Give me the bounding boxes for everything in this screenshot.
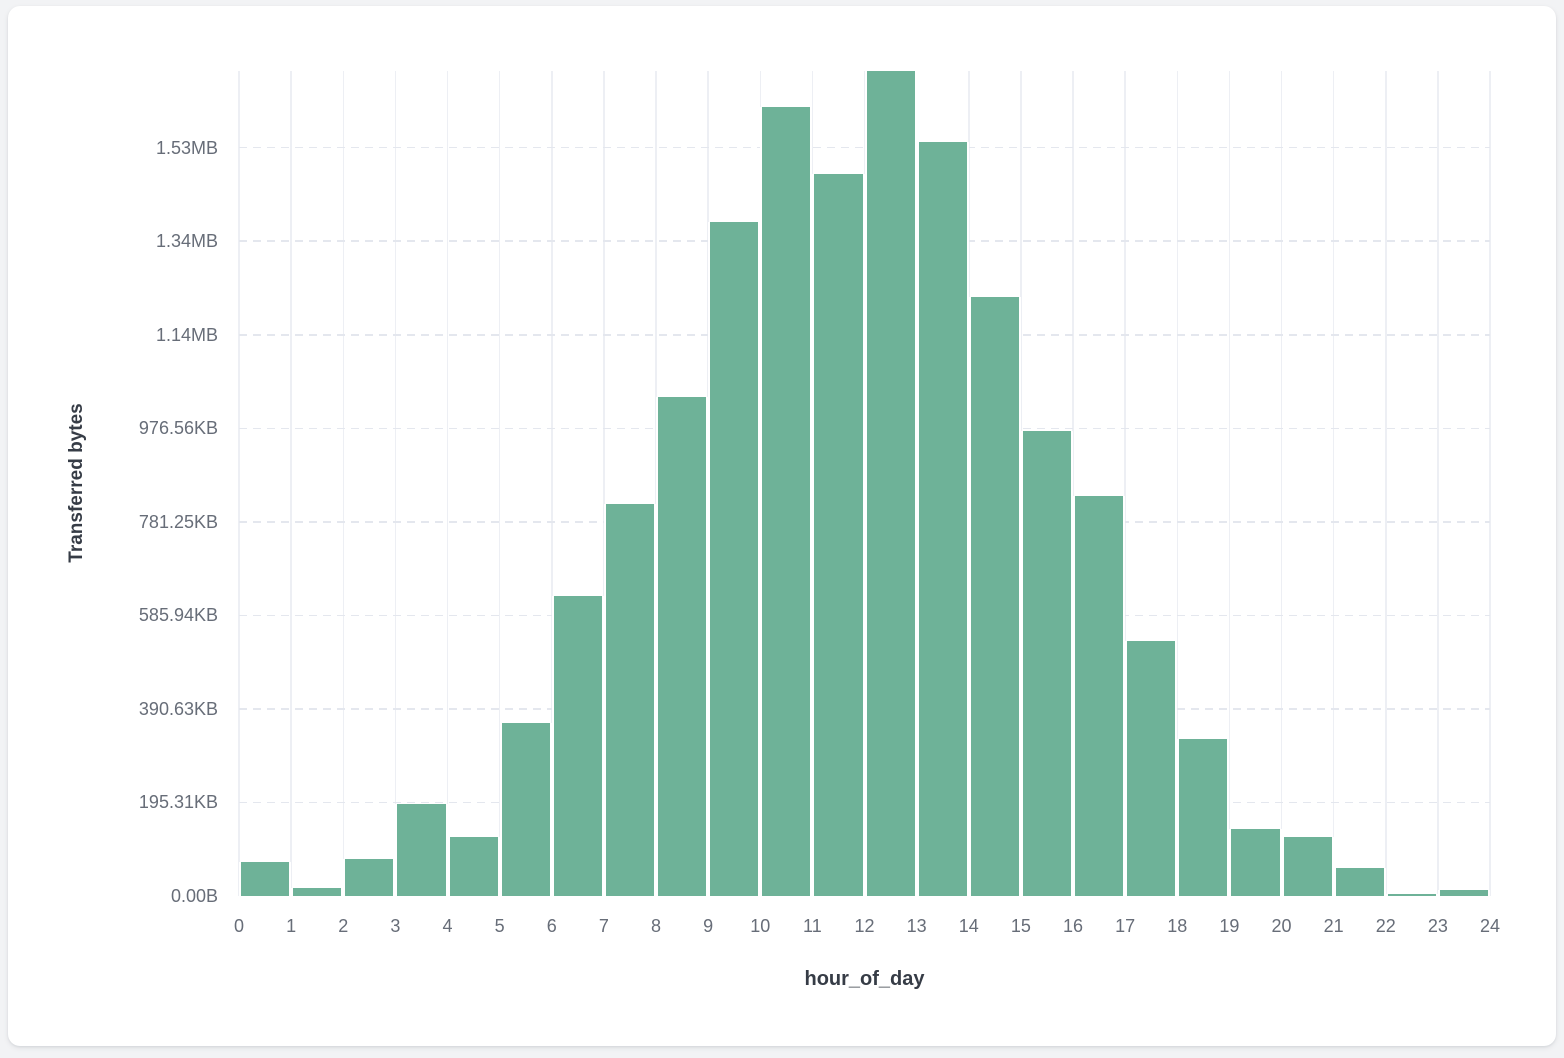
vertical-gridline xyxy=(238,71,240,896)
x-tick-label: 17 xyxy=(1115,916,1136,936)
x-tick-label: 4 xyxy=(442,916,453,936)
vertical-gridline xyxy=(1489,71,1491,896)
vertical-gridline xyxy=(342,71,344,896)
bar-hour-4[interactable] xyxy=(447,837,500,896)
x-tick-label: 21 xyxy=(1323,916,1344,936)
x-tick-label: 13 xyxy=(906,916,927,936)
bar-hour-0[interactable] xyxy=(239,861,292,896)
y-tick-label: 1.14MB xyxy=(155,324,218,345)
vertical-gridline xyxy=(1280,71,1283,896)
x-tick-label: 9 xyxy=(703,916,714,936)
y-tick-label: 1.34MB xyxy=(155,231,218,252)
bar-hour-13[interactable] xyxy=(916,141,969,896)
chart-card: Transferred bytes 0.00B 195.31KB 390.63KB 5… xyxy=(8,6,1556,1046)
bar-hour-16[interactable] xyxy=(1073,495,1126,896)
y-tick-label: 781.25KB xyxy=(138,511,218,532)
vertical-gridline xyxy=(1176,71,1178,896)
y-tick-label: 0.00B xyxy=(170,886,218,906)
x-tick-label: 20 xyxy=(1271,916,1292,936)
bar-hour-2[interactable] xyxy=(343,859,396,896)
bar-hour-21[interactable] xyxy=(1333,867,1386,896)
x-tick-label: 16 xyxy=(1062,916,1084,936)
vertical-gridline xyxy=(290,71,292,896)
x-axis-title: hour_of_day xyxy=(804,968,925,990)
bar-hour-17[interactable] xyxy=(1125,641,1178,896)
x-tick-label: 23 xyxy=(1427,916,1448,936)
vertical-gridline xyxy=(1072,71,1074,896)
bar-hour-10[interactable] xyxy=(760,106,813,896)
vertical-gridline xyxy=(498,71,501,896)
vertical-gridline xyxy=(1124,71,1126,896)
x-tick-label: 14 xyxy=(958,916,979,936)
x-tick-label: 12 xyxy=(854,916,875,936)
x-tick-label: 8 xyxy=(650,916,661,936)
x-tick-label: 24 xyxy=(1479,916,1501,936)
x-tick-label: 2 xyxy=(338,916,349,936)
bar-hour-1[interactable] xyxy=(291,888,344,896)
x-tick-label: 0 xyxy=(233,916,244,936)
x-tick-label: 11 xyxy=(803,916,822,936)
vertical-gridline xyxy=(603,71,605,896)
x-tick-label: 6 xyxy=(546,916,557,936)
x-tick-label: 5 xyxy=(494,916,505,936)
vertical-gridline xyxy=(394,71,397,896)
x-tick-label: 1 xyxy=(286,916,297,936)
bar-hour-7[interactable] xyxy=(603,504,656,896)
vertical-gridline xyxy=(551,71,553,896)
y-tick-label: 1.53MB xyxy=(155,137,218,158)
bar-hour-3[interactable] xyxy=(395,803,448,896)
bar-hour-8[interactable] xyxy=(656,396,709,896)
x-tick-label: 10 xyxy=(750,916,771,936)
bar-hour-19[interactable] xyxy=(1229,829,1282,896)
vertical-gridline xyxy=(446,71,449,896)
bar-hour-6[interactable] xyxy=(551,595,604,896)
vertical-gridline xyxy=(1385,71,1387,896)
bar-hour-23[interactable] xyxy=(1437,890,1490,896)
y-tick-label: 585.94KB xyxy=(138,605,218,626)
bar-hour-11[interactable] xyxy=(812,173,865,896)
y-tick-label: 976.56KB xyxy=(138,418,218,439)
bar-hour-22[interactable] xyxy=(1385,894,1438,896)
plot-area xyxy=(238,71,1491,896)
bar-hour-18[interactable] xyxy=(1177,738,1230,896)
x-tick-label: 19 xyxy=(1219,916,1240,936)
y-tick-label: 195.31KB xyxy=(138,792,218,813)
y-tick-label: 390.63KB xyxy=(138,698,218,719)
x-tick-label: 15 xyxy=(1010,916,1031,936)
bar-hour-20[interactable] xyxy=(1281,837,1334,896)
bar-hour-12[interactable] xyxy=(864,71,917,896)
x-tick-label: 18 xyxy=(1167,916,1188,936)
bar-hour-15[interactable] xyxy=(1020,430,1073,896)
bar-hour-5[interactable] xyxy=(499,722,552,896)
vertical-gridline xyxy=(1228,71,1231,896)
vertical-gridline xyxy=(1332,71,1335,896)
x-tick-label: 3 xyxy=(390,916,401,936)
bar-hour-14[interactable] xyxy=(968,296,1021,896)
x-tick-label: 7 xyxy=(598,916,609,936)
vertical-gridline xyxy=(1437,71,1439,896)
bar-hour-9[interactable] xyxy=(708,221,761,896)
x-tick-label: 22 xyxy=(1375,916,1396,936)
